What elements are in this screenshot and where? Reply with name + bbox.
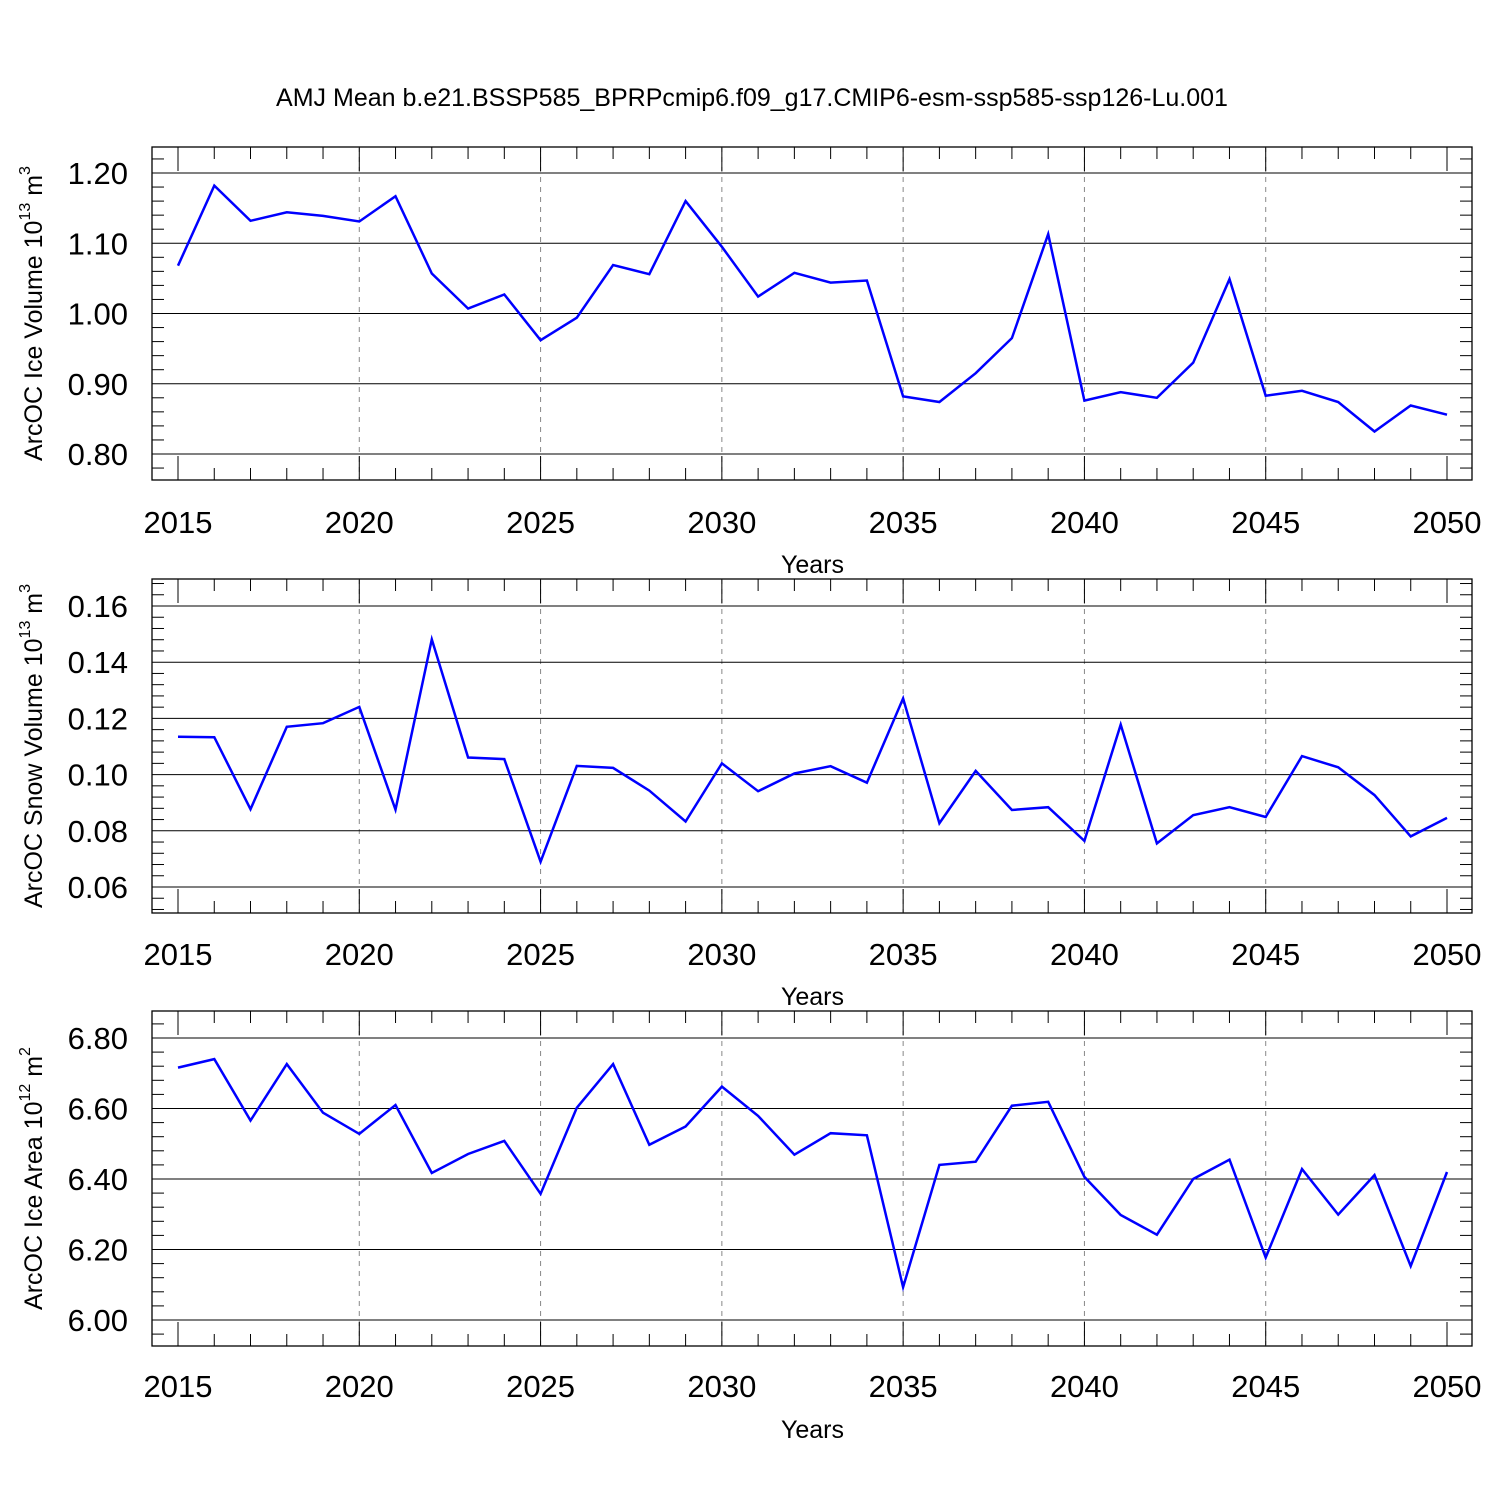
x-tick-label: 2035 (869, 1369, 938, 1404)
x-tick-label: 2015 (144, 505, 213, 540)
y-tick-label: 6.20 (68, 1233, 128, 1268)
y-tick-label: 0.80 (68, 437, 128, 472)
y-axis-title: ArcOC Snow Volume 1013 m3 (17, 584, 48, 908)
x-tick-label: 2015 (144, 1369, 213, 1404)
chart-title: AMJ Mean b.e21.BSSP585_BPRPcmip6.f09_g17… (276, 84, 1228, 112)
y-tick-label: 0.14 (68, 645, 128, 680)
x-tick-label: 2050 (1413, 505, 1482, 540)
x-tick-label: 2030 (687, 1369, 756, 1404)
x-tick-label: 2035 (869, 505, 938, 540)
y-tick-label: 1.10 (68, 226, 128, 261)
y-tick-label: 1.00 (68, 297, 128, 332)
x-tick-label: 2040 (1050, 505, 1119, 540)
y-tick-label: 0.90 (68, 367, 128, 402)
y-tick-label: 0.08 (68, 814, 128, 849)
x-tick-label: 2050 (1413, 1369, 1482, 1404)
y-tick-label: 0.10 (68, 758, 128, 793)
x-axis-title: Years (781, 1416, 844, 1444)
series-line (177, 634, 1448, 866)
x-tick-label: 2035 (869, 937, 938, 972)
x-tick-label: 2015 (144, 937, 213, 972)
panels-layer: 0.80 0.90 1.00 1.10 1.20 2015 2020 2025 2030 2035… (17, 146, 1482, 1444)
y-tick-label: 1.20 (68, 156, 128, 191)
y-tick-label: 0.06 (68, 870, 128, 905)
series-line (176, 183, 1448, 434)
series-line (177, 1057, 1449, 1293)
x-tick-label: 2045 (1231, 1369, 1300, 1404)
x-tick-label: 2020 (325, 1369, 394, 1404)
panel-3: 6.00 6.20 6.40 6.60 6.80 2015 2020 2025 2030 2035… (17, 1010, 1482, 1444)
y-tick-label: 6.80 (68, 1021, 128, 1056)
plot-frame (151, 578, 1473, 914)
x-tick-label: 2040 (1050, 1369, 1119, 1404)
x-tick-label: 2030 (687, 937, 756, 972)
x-tick-label: 2020 (325, 505, 394, 540)
y-tick-label: 6.40 (68, 1162, 128, 1197)
y-tick-label: 0.12 (68, 701, 128, 736)
x-tick-label: 2025 (506, 505, 575, 540)
x-axis-title: Years (781, 983, 844, 1011)
panel-1: 0.80 0.90 1.00 1.10 1.20 2015 2020 2025 2030 2035… (17, 146, 1482, 579)
y-tick-label: 0.16 (68, 589, 128, 624)
x-tick-label: 2045 (1231, 505, 1300, 540)
x-tick-label: 2020 (325, 937, 394, 972)
y-axis-title: ArcOC Ice Volume 1013 m3 (17, 166, 48, 461)
x-tick-label: 2040 (1050, 937, 1119, 972)
y-tick-label: 6.00 (68, 1303, 128, 1338)
panel-2: 0.06 0.08 0.10 0.12 0.14 0.16 2015 2020 2025 2030… (17, 578, 1482, 1011)
x-tick-label: 2050 (1413, 937, 1482, 972)
x-tick-label: 2025 (506, 1369, 575, 1404)
y-tick-label: 6.60 (68, 1092, 128, 1127)
x-tick-label: 2045 (1231, 937, 1300, 972)
x-tick-label: 2030 (687, 505, 756, 540)
x-axis-title: Years (781, 551, 844, 579)
y-axis-title: ArcOC Ice Area 1012 m2 (17, 1047, 48, 1310)
x-tick-label: 2025 (506, 937, 575, 972)
